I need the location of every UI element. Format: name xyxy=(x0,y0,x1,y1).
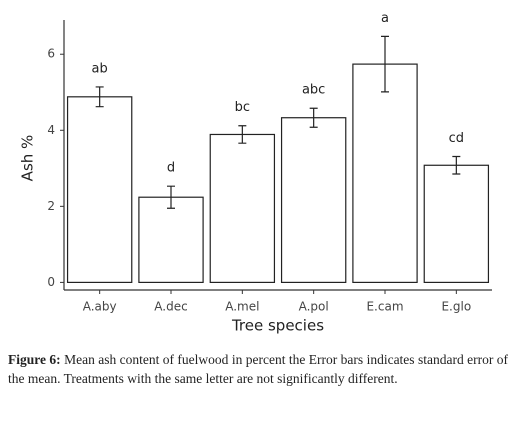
caption-label: Figure 6: xyxy=(8,352,61,367)
error-bar xyxy=(381,35,389,93)
y-axis-title: Ash % xyxy=(19,135,37,182)
significance-letter: d xyxy=(167,161,175,176)
bar xyxy=(66,96,133,283)
x-tick-label: A.mel xyxy=(225,300,259,314)
significance-letter: bc xyxy=(235,100,250,115)
bar xyxy=(280,117,347,283)
x-tick-label: E.glo xyxy=(441,300,471,314)
x-tick-label: A.dec xyxy=(154,300,187,314)
bar xyxy=(209,133,276,283)
x-tick-label: A.aby xyxy=(83,300,117,314)
bar xyxy=(352,63,418,283)
x-tick-label: A.pol xyxy=(299,300,329,314)
error-bar xyxy=(452,155,461,175)
error-bar xyxy=(167,185,175,209)
bar xyxy=(423,164,490,283)
y-tick-label: 6 xyxy=(47,47,55,61)
caption: Figure 6: Mean ash content of fuelwood i… xyxy=(8,350,508,388)
significance-letter: a xyxy=(381,11,389,26)
error-bar xyxy=(95,86,104,108)
caption-text: Mean ash content of fuelwood in percent … xyxy=(8,352,508,386)
bar xyxy=(138,196,204,283)
x-tick-label: E.cam xyxy=(366,300,403,314)
y-tick-label: 2 xyxy=(47,199,55,213)
significance-letter: ab xyxy=(92,61,108,76)
significance-letter: cd xyxy=(449,131,464,146)
x-axis-title: Tree species xyxy=(231,317,324,335)
significance-letter: abc xyxy=(302,83,325,98)
chart: Ash % Tree species 0 2 4 6 A.aby ab A.dec d A.me… xyxy=(19,11,492,335)
error-bar xyxy=(309,107,318,128)
error-bar xyxy=(238,125,247,144)
y-tick-label: 4 xyxy=(47,123,55,137)
y-tick-label: 0 xyxy=(47,275,55,289)
